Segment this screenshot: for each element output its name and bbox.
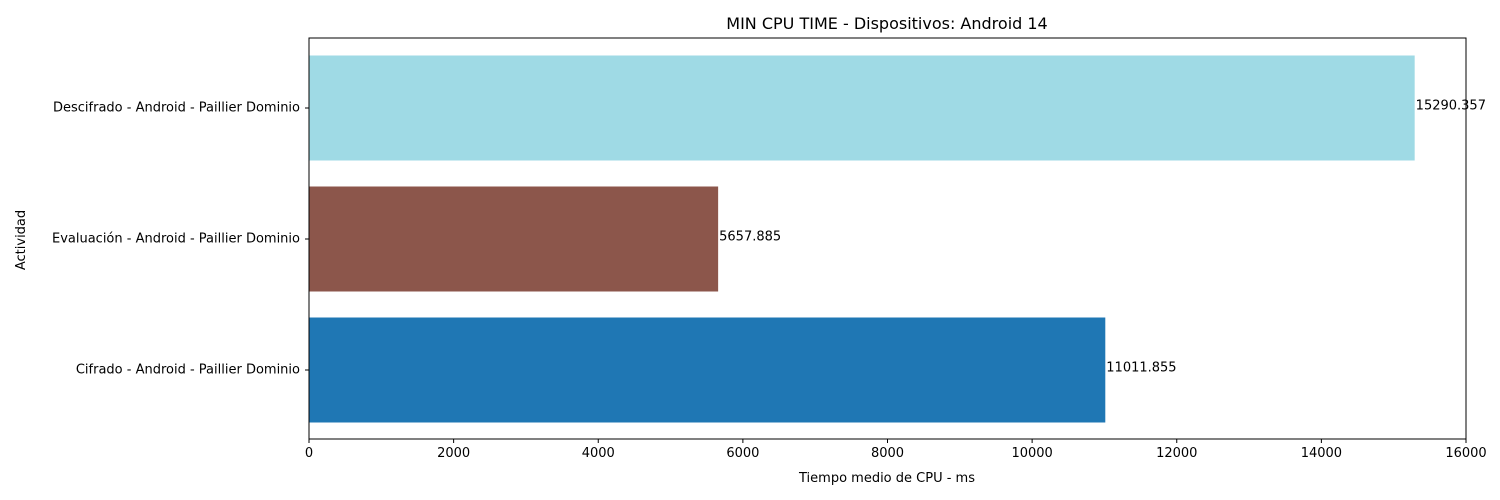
y-axis-label: Actividad	[14, 210, 29, 270]
x-tick-label: 4000	[582, 446, 615, 461]
y-tick-label: Cifrado - Android - Paillier Dominio	[76, 363, 300, 378]
x-tick-label: 6000	[726, 446, 759, 461]
x-tick-label: 2000	[437, 446, 470, 461]
x-axis-label: Tiempo medio de CPU - ms	[798, 471, 975, 486]
x-tick-label: 8000	[871, 446, 904, 461]
chart-title: MIN CPU TIME - Dispositivos: Android 14	[726, 14, 1047, 33]
x-tick-label: 10000	[1011, 446, 1052, 461]
bar	[309, 186, 719, 292]
bar	[309, 55, 1415, 161]
x-tick-label: 12000	[1156, 446, 1197, 461]
y-tick-label: Evaluación - Android - Paillier Dominio	[52, 232, 300, 247]
y-tick-label: Descifrado - Android - Paillier Dominio	[53, 101, 300, 116]
x-tick-label: 16000	[1445, 446, 1486, 461]
bar-value-label: 15290.357	[1416, 99, 1486, 114]
bar-value-label: 11011.855	[1106, 361, 1176, 376]
bar-value-label: 5657.885	[719, 230, 781, 245]
x-tick-label: 14000	[1301, 446, 1342, 461]
plot-area: 11011.855 Cifrado - Android - Paillier Do…	[52, 37, 1487, 461]
bar	[309, 317, 1106, 423]
x-tick-label: 0	[305, 446, 313, 461]
